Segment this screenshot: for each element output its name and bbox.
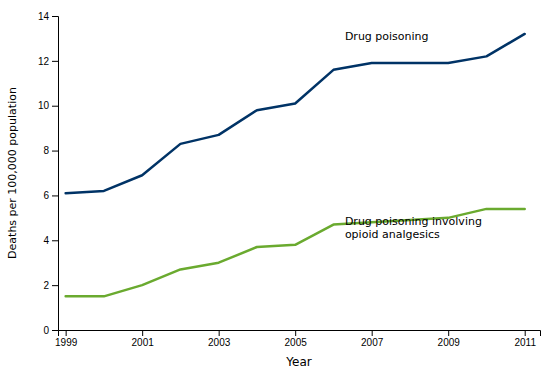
series-line bbox=[66, 209, 525, 296]
axis-line bbox=[59, 331, 541, 337]
annotation: Drug poisoning bbox=[345, 30, 429, 43]
tick: 6 bbox=[43, 190, 58, 201]
tick-mark bbox=[52, 106, 58, 107]
tick-mark bbox=[66, 330, 67, 336]
tick-mark bbox=[448, 330, 449, 336]
tick: 14 bbox=[38, 11, 58, 22]
tick-label: 1999 bbox=[55, 337, 78, 348]
tick-label: 2011 bbox=[514, 337, 536, 348]
tick-mark bbox=[372, 330, 373, 336]
x-axis: 1999 2001 2003 2005 2007 2009 2011 bbox=[55, 330, 540, 348]
tick: 2005 bbox=[285, 330, 308, 348]
tick-mark bbox=[52, 61, 58, 62]
tick: 10 bbox=[38, 100, 58, 111]
tick-mark bbox=[295, 330, 296, 336]
tick: 2009 bbox=[438, 330, 461, 348]
y-axis-title: Deaths per 100,000 population bbox=[6, 87, 19, 259]
tick-mark bbox=[52, 285, 58, 286]
tick-mark bbox=[219, 330, 220, 336]
tick-label: 4 bbox=[43, 235, 49, 246]
tick: 1999 bbox=[55, 330, 78, 348]
tick-mark bbox=[142, 330, 143, 336]
tick-mark bbox=[52, 240, 58, 241]
tick: 2007 bbox=[361, 330, 384, 348]
tick-label: 6 bbox=[43, 190, 49, 201]
series-line bbox=[66, 34, 525, 193]
tick-label: 8 bbox=[43, 145, 49, 156]
tick: 2011 bbox=[514, 330, 536, 348]
tick-label: 12 bbox=[38, 56, 50, 67]
tick: 4 bbox=[43, 235, 58, 246]
tick-mark bbox=[52, 195, 58, 196]
tick-label: 2 bbox=[43, 280, 49, 291]
tick-label: 2001 bbox=[132, 337, 155, 348]
tick: 2001 bbox=[132, 330, 155, 348]
tick: 12 bbox=[38, 56, 58, 67]
tick-label: 0 bbox=[43, 325, 49, 336]
tick-label: 2007 bbox=[361, 337, 384, 348]
chart: 1999 2001 2003 2005 2007 2009 2011 0 2 4 6 8 10 12 14 D… bbox=[0, 0, 560, 374]
tick-label: 14 bbox=[38, 11, 50, 22]
tick-label: 2005 bbox=[285, 337, 308, 348]
tick-label: 2003 bbox=[208, 337, 231, 348]
lines bbox=[66, 34, 525, 296]
annotations: Drug poisoning Drug poisoning involvingop… bbox=[345, 30, 482, 241]
y-axis: 0 2 4 6 8 10 12 14 bbox=[38, 11, 59, 336]
annotation: Drug poisoning involvingopioid analgesic… bbox=[345, 215, 482, 241]
axis-line bbox=[52, 17, 59, 331]
tick: 2003 bbox=[208, 330, 231, 348]
tick-label: 2009 bbox=[438, 337, 461, 348]
tick-label: 10 bbox=[38, 100, 50, 111]
plot: 1999 2001 2003 2005 2007 2009 2011 0 2 4 6 8 10 12 14 D… bbox=[38, 11, 541, 348]
tick: 0 bbox=[43, 325, 58, 336]
tick-mark bbox=[52, 151, 58, 152]
tick-mark bbox=[52, 16, 58, 17]
tick: 8 bbox=[43, 145, 58, 156]
tick: 2 bbox=[43, 280, 58, 291]
tick-mark bbox=[525, 330, 526, 336]
tick-mark bbox=[52, 330, 58, 331]
x-axis-title: Year bbox=[285, 355, 311, 369]
